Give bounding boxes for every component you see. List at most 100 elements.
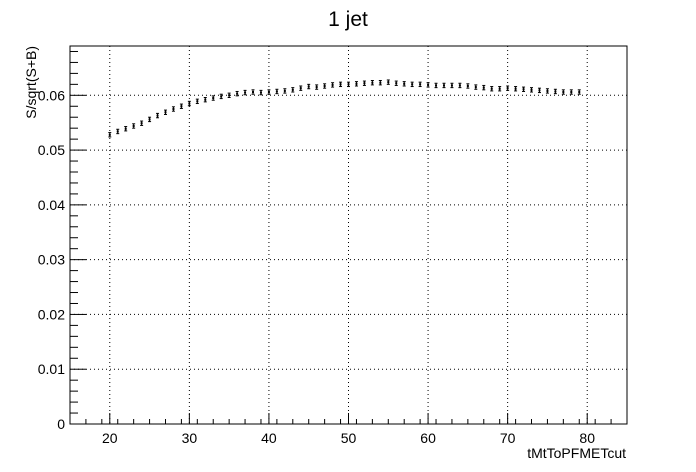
point-marker bbox=[220, 95, 223, 98]
data-point bbox=[386, 79, 390, 85]
y-tick-label: 0.03 bbox=[38, 252, 65, 268]
data-point bbox=[108, 132, 112, 138]
data-point bbox=[347, 81, 350, 88]
data-point bbox=[498, 86, 502, 92]
point-marker bbox=[267, 91, 270, 94]
y-tick-label: 0 bbox=[57, 416, 65, 432]
data-point bbox=[426, 82, 430, 88]
data-point bbox=[179, 103, 183, 109]
point-marker bbox=[164, 111, 167, 114]
data-point bbox=[211, 95, 215, 101]
point-marker bbox=[124, 127, 127, 130]
y-tick-label: 0.06 bbox=[38, 87, 65, 103]
point-marker bbox=[315, 86, 318, 89]
data-point bbox=[171, 106, 175, 112]
x-axis-title: tMtToPFMETcut bbox=[527, 445, 626, 461]
x-tick-label: 60 bbox=[420, 430, 436, 446]
point-marker bbox=[307, 85, 310, 88]
point-marker bbox=[395, 82, 398, 85]
point-marker bbox=[554, 90, 557, 93]
data-point bbox=[156, 112, 160, 119]
data-point bbox=[378, 80, 382, 86]
point-marker bbox=[259, 91, 262, 94]
data-point bbox=[187, 100, 191, 107]
data-point bbox=[140, 120, 144, 126]
data-point bbox=[474, 84, 478, 90]
data-point bbox=[553, 88, 557, 95]
point-marker bbox=[578, 91, 581, 94]
point-marker bbox=[188, 102, 191, 105]
data-point bbox=[323, 83, 327, 89]
point-marker bbox=[514, 87, 517, 90]
data-point bbox=[275, 88, 279, 95]
y-tick-label: 0.02 bbox=[38, 306, 65, 322]
data-point bbox=[394, 80, 398, 86]
data-point bbox=[482, 84, 486, 91]
point-marker bbox=[156, 114, 159, 117]
x-tick-label: 30 bbox=[182, 430, 198, 446]
point-marker bbox=[363, 82, 366, 85]
point-marker bbox=[371, 81, 374, 84]
x-tick-label: 20 bbox=[102, 430, 118, 446]
point-marker bbox=[283, 89, 286, 92]
data-point bbox=[195, 98, 199, 105]
data-point bbox=[315, 84, 319, 90]
data-point bbox=[219, 93, 223, 100]
data-point bbox=[545, 88, 549, 94]
data-point bbox=[299, 85, 303, 91]
point-marker bbox=[339, 83, 342, 86]
data-point bbox=[466, 83, 470, 89]
grid bbox=[70, 46, 627, 424]
x-tick-label: 40 bbox=[261, 430, 277, 446]
data-point bbox=[458, 82, 462, 89]
point-marker bbox=[538, 89, 541, 92]
data-point bbox=[291, 87, 295, 93]
chart-title: 1 jet bbox=[328, 8, 368, 31]
data-point bbox=[283, 88, 287, 94]
point-marker bbox=[522, 88, 525, 91]
data-point bbox=[251, 89, 255, 95]
point-marker bbox=[196, 100, 199, 103]
point-marker bbox=[506, 87, 509, 90]
data-point bbox=[514, 86, 518, 92]
data-point bbox=[569, 89, 573, 95]
point-marker bbox=[244, 91, 247, 94]
point-marker bbox=[435, 84, 438, 87]
point-marker bbox=[347, 83, 350, 86]
data-point bbox=[530, 87, 534, 93]
axis-ticks: 20 30 40 50 60 70 80 0 0.01 0.02 0.03 0.04 0.05 0.06 bbox=[38, 50, 628, 446]
point-marker bbox=[236, 92, 239, 95]
point-marker bbox=[466, 84, 469, 87]
point-marker bbox=[530, 88, 533, 91]
data-point bbox=[434, 82, 438, 89]
point-marker bbox=[132, 124, 135, 127]
data-point bbox=[418, 81, 422, 88]
point-marker bbox=[427, 83, 430, 86]
y-tick-label: 0.04 bbox=[38, 197, 65, 213]
point-marker bbox=[116, 130, 119, 133]
point-marker bbox=[204, 98, 207, 101]
point-marker bbox=[387, 81, 390, 84]
point-marker bbox=[442, 84, 445, 87]
data-point bbox=[577, 89, 581, 95]
data-point bbox=[124, 126, 128, 132]
y-tick-label: 0.05 bbox=[38, 142, 65, 158]
data-point bbox=[561, 89, 565, 95]
point-marker bbox=[299, 87, 302, 90]
data-point bbox=[410, 81, 414, 88]
data-point bbox=[116, 128, 120, 135]
point-marker bbox=[474, 86, 477, 89]
point-marker bbox=[482, 86, 485, 89]
x-tick-label: 80 bbox=[579, 430, 595, 446]
point-marker bbox=[562, 91, 565, 94]
point-marker bbox=[291, 88, 294, 91]
data-point bbox=[243, 89, 247, 96]
data-point bbox=[450, 82, 454, 89]
point-marker bbox=[355, 82, 358, 85]
data-point bbox=[331, 82, 335, 88]
data-point bbox=[132, 123, 136, 129]
point-marker bbox=[419, 83, 422, 86]
point-marker bbox=[180, 105, 183, 108]
point-marker bbox=[498, 87, 501, 90]
